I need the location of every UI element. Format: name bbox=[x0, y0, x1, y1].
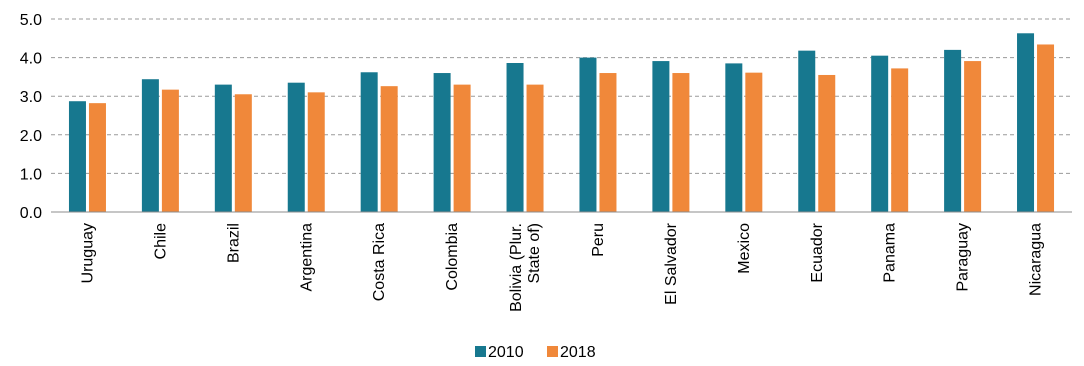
bar-2010-panama bbox=[871, 55, 889, 212]
bar-2010-peru bbox=[579, 57, 597, 212]
x-tick-label: Brazil bbox=[225, 223, 242, 263]
bar-2018-peru bbox=[599, 73, 617, 212]
bar-2018-bolivia-plur-state-of- bbox=[526, 84, 544, 212]
y-tick-label: 4.0 bbox=[20, 51, 42, 68]
bar-2018-costa-rica bbox=[380, 86, 398, 212]
x-tick-label-line: Bolivia (Plur. bbox=[508, 223, 525, 312]
bar-2018-chile bbox=[161, 89, 179, 212]
bar-2010-chile bbox=[141, 79, 159, 212]
x-tick-label-line: Mexico bbox=[736, 223, 753, 274]
x-tick-label: Nicaragua bbox=[1028, 223, 1045, 296]
bar-2010-el-salvador bbox=[652, 61, 670, 212]
bar-2018-el-salvador bbox=[672, 73, 690, 212]
x-tick-label: Mexico bbox=[736, 223, 753, 274]
y-tick-label: 0.0 bbox=[20, 205, 42, 222]
y-tick-label: 3.0 bbox=[20, 89, 42, 106]
bar-2010-costa-rica bbox=[360, 72, 378, 212]
x-tick-label-line: State of) bbox=[526, 223, 543, 283]
x-tick-label: Panama bbox=[882, 223, 899, 283]
x-tick-label-line: Colombia bbox=[444, 223, 461, 291]
bar-2010-paraguay bbox=[944, 49, 962, 212]
bar-2018-colombia bbox=[453, 84, 471, 212]
x-tick-label-line: Chile bbox=[152, 223, 169, 260]
bar-2010-colombia bbox=[433, 73, 451, 212]
x-tick-label-line: Paraguay bbox=[955, 223, 972, 292]
bar-2010-nicaragua bbox=[1017, 33, 1035, 213]
bar-2018-nicaragua bbox=[1037, 44, 1055, 213]
x-tick-label-line: Panama bbox=[882, 223, 899, 283]
x-tick-label-line: Peru bbox=[590, 223, 607, 257]
x-tick-label: Chile bbox=[152, 223, 169, 260]
y-axis-tick-labels: 0.0 1.0 2.0 3.0 4.0 5.0 bbox=[20, 12, 42, 222]
bar-2010-ecuador bbox=[798, 50, 816, 212]
x-tick-label-line: Argentina bbox=[298, 223, 315, 292]
bar-2010-bolivia-plur-state-of- bbox=[506, 63, 524, 213]
x-tick-label: Costa Rica bbox=[371, 223, 388, 301]
x-tick-label: Colombia bbox=[444, 223, 461, 291]
x-tick-label: Bolivia (Plur.State of) bbox=[508, 223, 543, 312]
bar-2018-argentina bbox=[307, 92, 325, 212]
legend-swatch-2018 bbox=[547, 346, 558, 357]
bar-2010-brazil bbox=[214, 84, 232, 212]
x-tick-label-line: Uruguay bbox=[79, 223, 96, 283]
y-tick-label: 2.0 bbox=[20, 128, 42, 145]
x-tick-label: Peru bbox=[590, 223, 607, 257]
x-tick-label-line: Costa Rica bbox=[371, 223, 388, 301]
x-tick-label: Ecuador bbox=[809, 222, 826, 282]
x-tick-label: Argentina bbox=[298, 223, 315, 292]
x-tick-label: El Salvador bbox=[663, 222, 680, 304]
x-tick-label: Paraguay bbox=[955, 223, 972, 292]
bar-2010-uruguay bbox=[68, 101, 86, 212]
bars bbox=[68, 33, 1055, 213]
y-tick-label: 1.0 bbox=[20, 166, 42, 183]
bar-2018-brazil bbox=[234, 94, 252, 212]
gridlines bbox=[51, 18, 1072, 174]
legend-swatch-2010 bbox=[475, 346, 486, 357]
bar-2018-uruguay bbox=[88, 103, 106, 212]
bar-2010-mexico bbox=[725, 63, 743, 212]
bar-2018-paraguay bbox=[964, 61, 982, 212]
x-axis-tick-labels: Uruguay Chile Brazil Argentina Costa Rica Col… bbox=[79, 222, 1044, 312]
legend: 2010 2018 bbox=[475, 344, 596, 361]
y-tick-label: 5.0 bbox=[20, 12, 42, 29]
bar-2010-argentina bbox=[287, 82, 305, 212]
x-tick-label-line: El Salvador bbox=[663, 222, 680, 304]
x-tick-label: Uruguay bbox=[79, 223, 96, 283]
x-tick-label-line: Ecuador bbox=[809, 222, 826, 282]
bar-2018-panama bbox=[891, 68, 909, 213]
bar-2018-ecuador bbox=[818, 74, 836, 212]
legend-label-2010: 2010 bbox=[488, 344, 524, 361]
bar-2018-mexico bbox=[745, 72, 763, 213]
legend-label-2018: 2018 bbox=[560, 344, 596, 361]
x-tick-label-line: Nicaragua bbox=[1028, 223, 1045, 296]
x-tick-label-line: Brazil bbox=[225, 223, 242, 263]
